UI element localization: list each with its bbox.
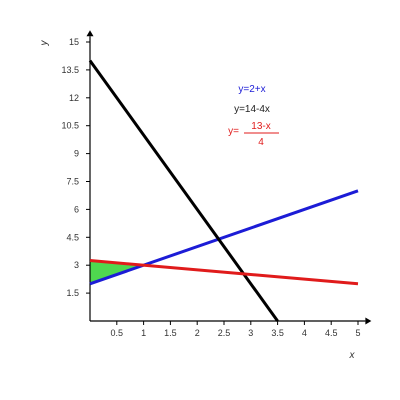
- y-tick-label: 3: [74, 260, 79, 270]
- x-tick-label: 0.5: [111, 328, 124, 338]
- x-tick-label: 2.5: [218, 328, 231, 338]
- x-tick-label: 2: [195, 328, 200, 338]
- legend-entry-red-denominator: 4: [258, 137, 264, 148]
- y-tick-label: 1.5: [66, 288, 79, 298]
- y-tick-label: 9: [74, 149, 79, 159]
- x-axis-label: x: [349, 350, 356, 361]
- legend-entry-blue: y=2+x: [238, 84, 265, 95]
- series-line-red: [89, 259, 359, 286]
- x-tick-label: 3: [248, 328, 253, 338]
- y-tick-label: 15: [69, 37, 79, 47]
- legend-entry-red-prefix: y=: [228, 126, 239, 137]
- y-axis-label: y: [39, 40, 50, 47]
- y-tick-label: 6: [74, 204, 79, 214]
- legend-entry-black: y=14-4x: [234, 104, 270, 115]
- series-line-blue: [89, 189, 359, 286]
- y-tick-label: 13.5: [61, 65, 79, 75]
- y-tick-label: 10.5: [61, 121, 79, 131]
- x-axis-arrow: [365, 317, 372, 325]
- y-tick-label: 4.5: [66, 232, 79, 242]
- y-tick-label: 12: [69, 93, 79, 103]
- legend-entry-red-numerator: 13-x: [251, 121, 270, 132]
- x-tick-label: 5: [355, 328, 360, 338]
- x-tick-label: 3.5: [271, 328, 284, 338]
- x-tick-label: 4: [302, 328, 307, 338]
- x-tick-label: 1.5: [164, 328, 177, 338]
- y-axis-arrow: [86, 30, 94, 37]
- y-tick-label: 7.5: [66, 177, 79, 187]
- legend: y=2+x y=14-4x y= 13-x 4: [228, 84, 279, 148]
- x-tick-label: 1: [141, 328, 146, 338]
- x-tick-label: 4.5: [325, 328, 338, 338]
- series-line-black: [88, 59, 279, 322]
